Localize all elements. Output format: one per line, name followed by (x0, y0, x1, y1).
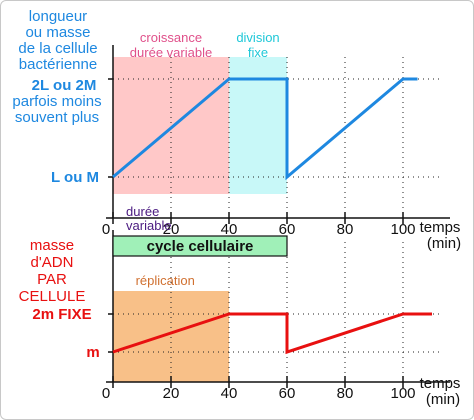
axes (106, 45, 450, 388)
top-phase-band-0 (113, 57, 229, 194)
bottom-high-label-line-0: 2m FIXE (32, 306, 91, 323)
bottom-x-tick-label-4: 80 (337, 385, 354, 402)
bottom-x-tick-label-3: 60 (279, 385, 296, 402)
bottom-series-line (112, 312, 432, 355)
top-ylabel-line-2: de la cellule (18, 40, 97, 57)
top-x-unit-line-0: (min) (427, 235, 461, 252)
bottom-x-tick-label-1: 20 (163, 385, 180, 402)
top-ylabel-line-3: bactérienne (19, 56, 97, 73)
top-x-label-line-0: temps (420, 219, 461, 236)
top-x-tick-label-0: 0 (102, 221, 110, 238)
bottom-ylabel-line-0: masse (30, 237, 74, 254)
top-x-tick-label-3: 60 (279, 221, 296, 238)
bottom-phase-shading (113, 291, 229, 382)
top-phase-label-0-line-0: croissance (140, 30, 202, 45)
top-low-label-line-0: L ou M (51, 169, 99, 186)
top-x-tick-label-5: 100 (390, 221, 415, 238)
bottom-x-tick-label-2: 40 (221, 385, 238, 402)
top-series-line (112, 77, 418, 181)
duree-variable-annotation-line-0: durée (126, 204, 159, 219)
top-phase-label-1-line-1: fixe (248, 45, 268, 60)
top-high-note-line-1: souvent plus (15, 109, 99, 126)
duree-variable-annotation-line-1: variable (126, 218, 172, 233)
bottom-x-tick-label-5: 100 (390, 385, 415, 402)
top-high-note-line-0: parfois moins (12, 93, 101, 110)
bottom-x-label-line-0: temps (420, 375, 461, 392)
top-x-tick-label-2: 40 (221, 221, 238, 238)
series-lines (112, 77, 432, 355)
top-high-label-line-0: 2L ou 2M (32, 77, 97, 94)
bottom-x-unit-line-0: (min) (426, 391, 460, 408)
top-phase-label-1-line-0: division (236, 30, 279, 45)
bottom-x-tick-label-0: 0 (102, 385, 110, 402)
bottom-ylabel-line-3: CELLULE (19, 288, 86, 305)
bottom-ylabel-line-1: d'ADN (31, 254, 74, 271)
cycle-bar (112, 235, 288, 257)
cycle-bar-label: cycle cellulaire (147, 238, 254, 255)
top-phase-label-0-line-1: durée variable (130, 45, 212, 60)
top-ylabel-line-1: ou masse (25, 24, 90, 41)
bottom-low-label-line-0: m (86, 344, 99, 361)
bottom-phase-label-0-line-0: réplication (136, 273, 195, 288)
bottom-ylabel-line-2: PAR (37, 271, 67, 288)
top-x-tick-label-1: 20 (163, 221, 180, 238)
bottom-phase-band-0 (113, 291, 229, 382)
top-x-tick-label-4: 80 (337, 221, 354, 238)
top-ylabel-line-0: longueur (29, 8, 87, 25)
